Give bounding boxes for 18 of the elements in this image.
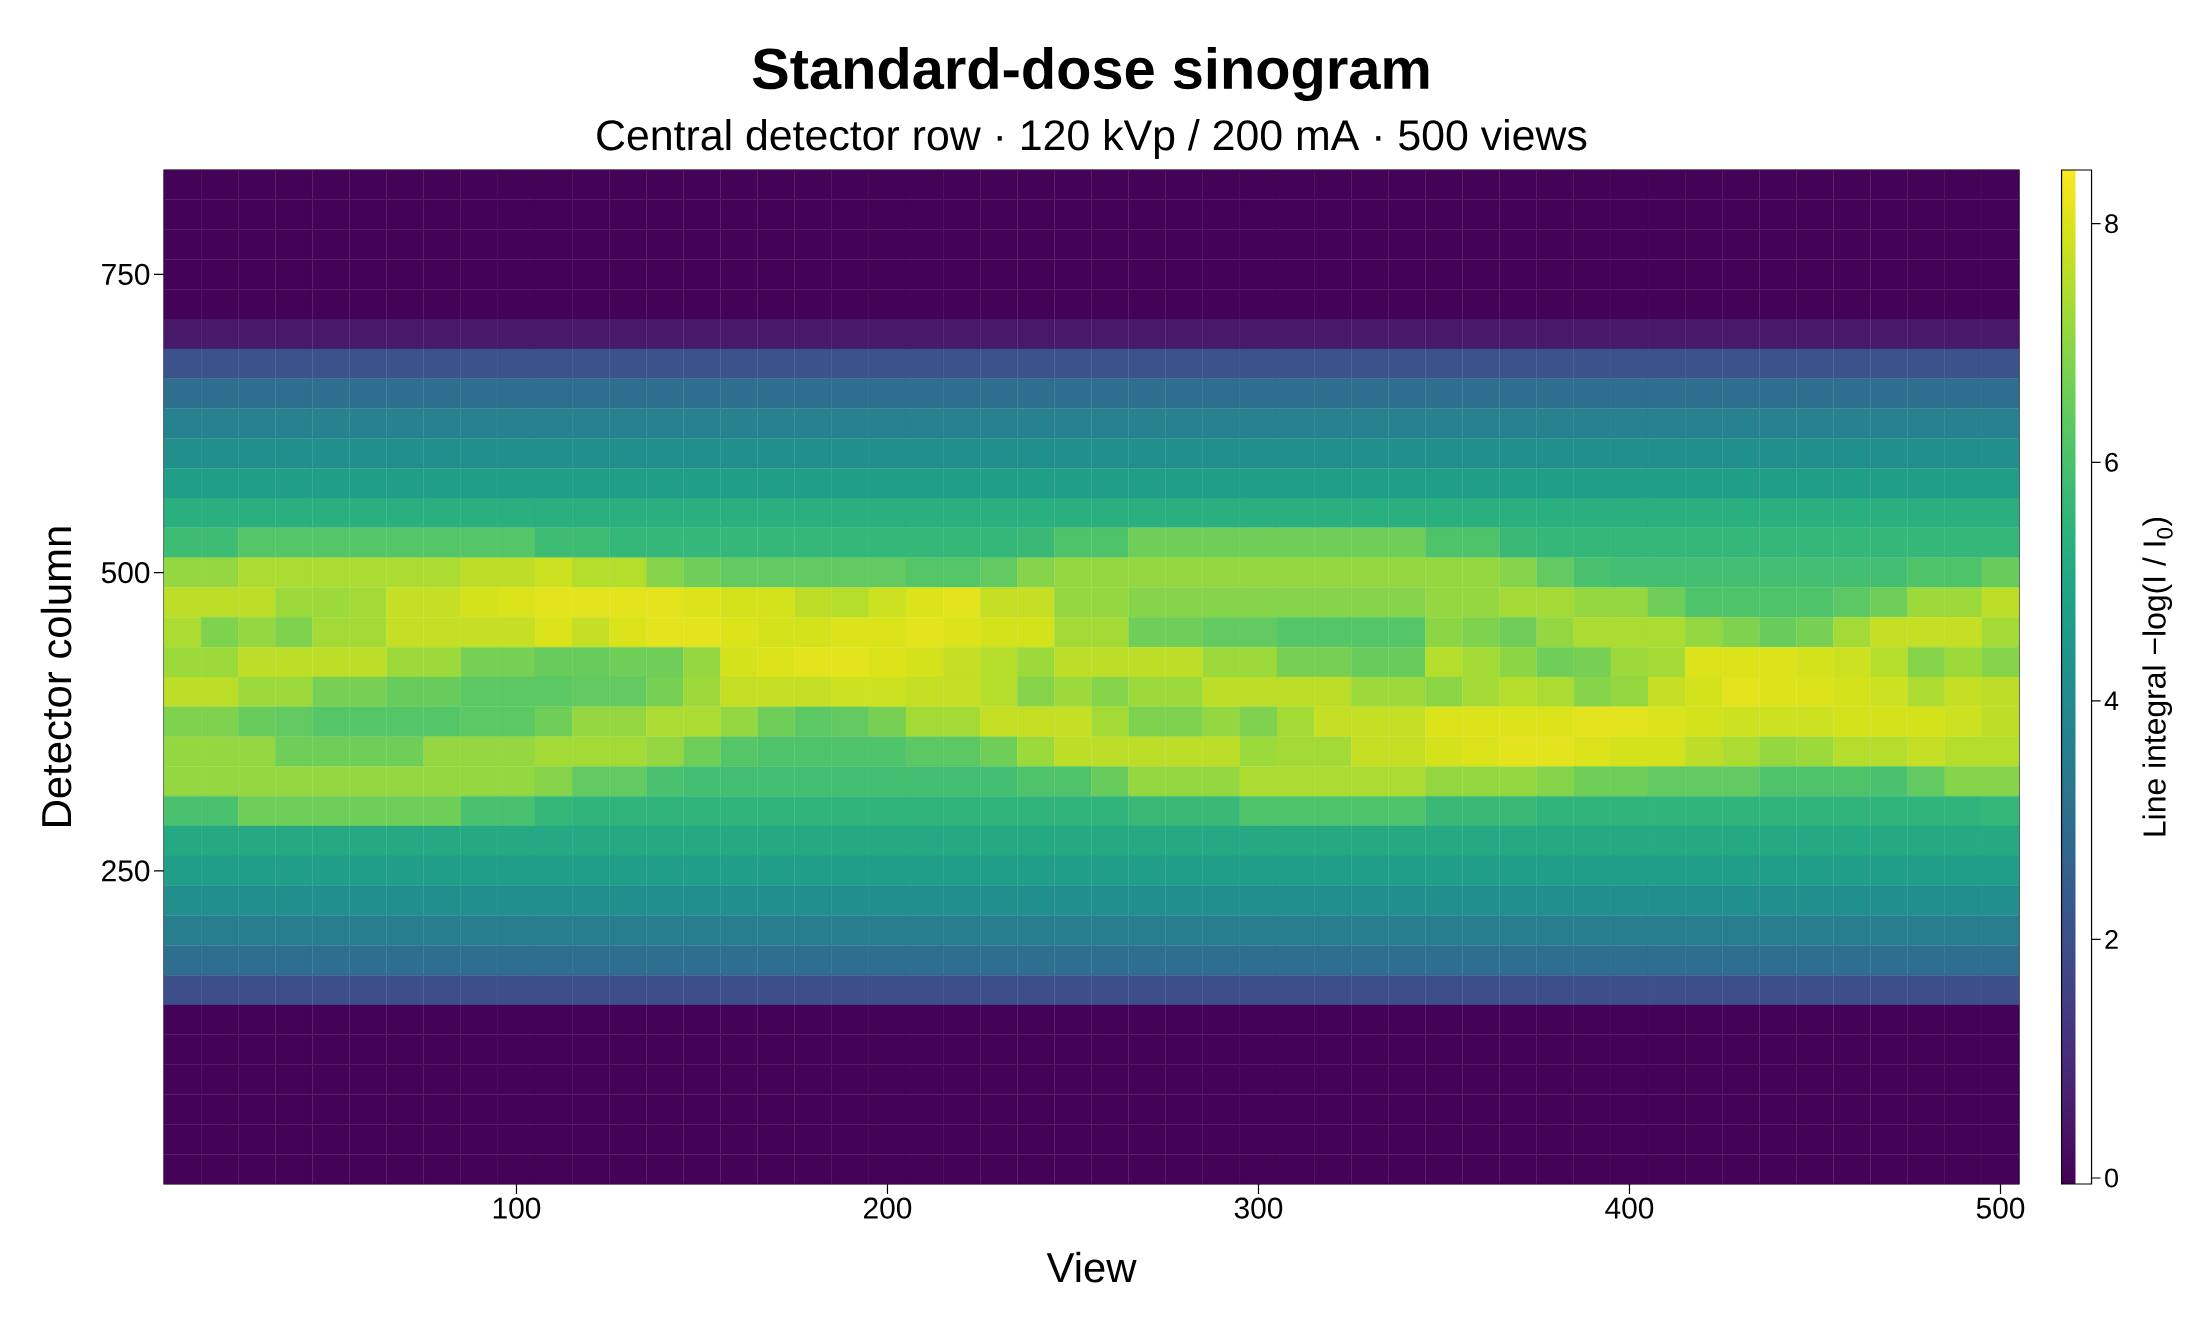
x-tick-label: 500: [1976, 1197, 2025, 1219]
x-tick-label: 300: [1234, 1197, 1283, 1219]
color-bar-title: Line integral −log(I / I$_{0}$): [2142, 517, 2173, 836]
chart-title: Standard-dose sinogram: [752, 46, 1429, 102]
x-tick-label: 200: [864, 1197, 912, 1219]
x-tick-label: 100: [493, 1197, 541, 1219]
y-tick-label: 250: [102, 860, 150, 882]
color-bar-label: 2: [2105, 930, 2118, 949]
color-bar-label: 6: [2105, 452, 2118, 472]
y-tick-label: 500: [101, 562, 150, 584]
x-tick-label: 400: [1605, 1197, 1654, 1219]
y-axis-title: Detector column: [40, 527, 72, 826]
chart-subtitle: Central detector row · 120 kVp / 200 mA · 500 views: [597, 119, 1587, 159]
color-bar-label: 8: [2105, 214, 2118, 234]
color-bar-label: 0: [2105, 1168, 2118, 1188]
y-tick-label: 750: [102, 263, 150, 285]
color-bar-label: 4: [2104, 691, 2119, 711]
x-axis-title: View: [1046, 1251, 1137, 1283]
